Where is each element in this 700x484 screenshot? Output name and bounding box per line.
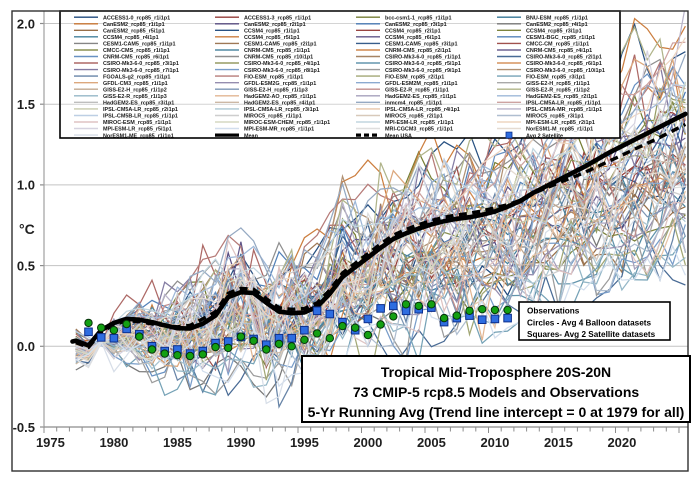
svg-text:2010: 2010 xyxy=(480,435,509,450)
svg-text:IPSL-CM5A-MR_rcp85_r1i1p1: IPSL-CM5A-MR_rcp85_r1i1p1 xyxy=(526,107,602,113)
svg-text:MPI-ESM-LR_rcp85_r2i1p1: MPI-ESM-LR_rcp85_r2i1p1 xyxy=(526,120,595,126)
svg-text:ACCESS1-0_rcp85_r1i1p1: ACCESS1-0_rcp85_r1i1p1 xyxy=(103,15,170,21)
svg-text:1980: 1980 xyxy=(99,435,128,450)
svg-text:CNRM-CM5_rcp85_r2i1p1: CNRM-CM5_rcp85_r2i1p1 xyxy=(385,48,451,54)
svg-text:Tropical Mid-Troposphere 20S-2: Tropical Mid-Troposphere 20S-20N xyxy=(381,364,611,380)
svg-text:FIO-ESM_rcp85_r1i1p1: FIO-ESM_rcp85_r1i1p1 xyxy=(244,74,303,80)
svg-text:HadGEM2-AO_rcp85_r1i1p1: HadGEM2-AO_rcp85_r1i1p1 xyxy=(244,94,316,100)
svg-text:CanESM2_rcp85_r5i1p1: CanESM2_rcp85_r5i1p1 xyxy=(103,29,165,35)
svg-text:CSIRO-Mk3-6-0_rcp85_r1i1p1: CSIRO-Mk3-6-0_rcp85_r1i1p1 xyxy=(385,55,461,61)
svg-text:CSIRO-Mk3-6-0_rcp85_r3i1p1: CSIRO-Mk3-6-0_rcp85_r3i1p1 xyxy=(103,61,179,67)
svg-text:MPI-ESM-LR_rcp85_r5i1p1: MPI-ESM-LR_rcp85_r5i1p1 xyxy=(103,127,172,133)
svg-text:2.0: 2.0 xyxy=(17,16,35,31)
svg-text:HadGEM2-ES_rcp85_r3i1p1: HadGEM2-ES_rcp85_r3i1p1 xyxy=(103,101,174,107)
svg-text:CMCC-CM_rcp85_r1i1p1: CMCC-CM_rcp85_r1i1p1 xyxy=(526,42,589,48)
svg-text:MIROC-ESM_rcp85_r1i1p1: MIROC-ESM_rcp85_r1i1p1 xyxy=(103,120,171,126)
svg-text:CESM1-CAM5_rcp85_r3i1p1: CESM1-CAM5_rcp85_r3i1p1 xyxy=(385,42,458,48)
svg-text:CNRM-CM5_rcp85_r6i1p1: CNRM-CM5_rcp85_r6i1p1 xyxy=(103,55,169,61)
svg-text:2015: 2015 xyxy=(544,435,573,450)
svg-text:CSIRO-Mk3-6-0_rcp85_r10i1p1: CSIRO-Mk3-6-0_rcp85_r10i1p1 xyxy=(526,68,605,74)
svg-text:GFDL-ESM2G_rcp85_r1i1p1: GFDL-ESM2G_rcp85_r1i1p1 xyxy=(244,81,316,87)
svg-text:Squares- Avg 2 Satellite datas: Squares- Avg 2 Satellite datasets xyxy=(527,330,656,339)
svg-text:FIO-ESM_rcp85_r3i1p1: FIO-ESM_rcp85_r3i1p1 xyxy=(526,74,585,80)
svg-text:MIROC5_rcp85_r3i1p1: MIROC5_rcp85_r3i1p1 xyxy=(526,114,584,120)
svg-text:GISS-E2-H_rcp85_r1i1p1: GISS-E2-H_rcp85_r1i1p1 xyxy=(526,81,590,87)
svg-text:CCSM4_rcp85_r1i1p1: CCSM4_rcp85_r1i1p1 xyxy=(244,29,300,35)
svg-text:CCSM4_rcp85_r6i1p1: CCSM4_rcp85_r6i1p1 xyxy=(385,35,441,41)
svg-text:1985: 1985 xyxy=(163,435,192,450)
svg-text:CanESM2_rcp85_r1i1p1: CanESM2_rcp85_r1i1p1 xyxy=(103,22,165,28)
svg-text:2020: 2020 xyxy=(607,435,636,450)
svg-text:Observations: Observations xyxy=(527,307,580,316)
svg-text:0.5: 0.5 xyxy=(17,258,35,273)
svg-text:MPI-ESM-LR_rcp85_r1i1p1: MPI-ESM-LR_rcp85_r1i1p1 xyxy=(385,120,454,126)
svg-text:inmcm4_rcp85_r1i1p1: inmcm4_rcp85_r1i1p1 xyxy=(385,101,442,107)
svg-text:GISS-E2-R_rcp85_r1i1p1: GISS-E2-R_rcp85_r1i1p1 xyxy=(385,88,449,94)
svg-text:CCSM4_rcp85_r2i1p1: CCSM4_rcp85_r2i1p1 xyxy=(385,29,441,35)
svg-text:CCSM4_rcp85_r3i1p1: CCSM4_rcp85_r3i1p1 xyxy=(526,29,582,35)
svg-text:IPSL-CM5B-LR_rcp85_r1i1p1: IPSL-CM5B-LR_rcp85_r1i1p1 xyxy=(103,114,178,120)
svg-text:NorESM1-ME_rcp85_r1i1p1: NorESM1-ME_rcp85_r1i1p1 xyxy=(103,133,174,139)
svg-text:-0.5: -0.5 xyxy=(13,420,35,435)
svg-text:CSIRO-Mk3-6-0_rcp85_r4i1p1: CSIRO-Mk3-6-0_rcp85_r4i1p1 xyxy=(244,61,320,67)
svg-text:1990: 1990 xyxy=(226,435,255,450)
svg-text:1.5: 1.5 xyxy=(17,97,35,112)
svg-text:CanESM2_rcp85_r3i1p1: CanESM2_rcp85_r3i1p1 xyxy=(385,22,447,28)
svg-text:CCSM4_rcp85_r5i1p1: CCSM4_rcp85_r5i1p1 xyxy=(244,35,300,41)
svg-text:Circles - Avg 4 Balloon datase: Circles - Avg 4 Balloon datasets xyxy=(527,319,652,328)
svg-text:1975: 1975 xyxy=(36,435,65,450)
svg-text:2005: 2005 xyxy=(417,435,446,450)
svg-text:FGOALS-g2_rcp85_r1i1p1: FGOALS-g2_rcp85_r1i1p1 xyxy=(103,74,170,80)
svg-text:ACCESS1-3_rcp85_r1i1p1: ACCESS1-3_rcp85_r1i1p1 xyxy=(244,15,311,21)
svg-text:°C: °C xyxy=(19,221,35,237)
svg-text:1995: 1995 xyxy=(290,435,319,450)
svg-text:CESM1-CAM5_rcp85_r1i1p1: CESM1-CAM5_rcp85_r1i1p1 xyxy=(103,42,176,48)
svg-text:CNRM-CM5_rcp85_r1i1p1: CNRM-CM5_rcp85_r1i1p1 xyxy=(244,48,310,54)
svg-text:CESM1-BGC_rcp85_r1i1p1: CESM1-BGC_rcp85_r1i1p1 xyxy=(526,35,595,41)
svg-text:GISS-E2-R_rcp85_r1i1p3: GISS-E2-R_rcp85_r1i1p3 xyxy=(103,94,167,100)
svg-text:CanESM2_rcp85_r2i1p1: CanESM2_rcp85_r2i1p1 xyxy=(244,22,306,28)
svg-text:HadGEM2-ES_rcp85_r2i1p1: HadGEM2-ES_rcp85_r2i1p1 xyxy=(526,94,597,100)
svg-text:HadGEM2-ES_rcp85_r4i1p1: HadGEM2-ES_rcp85_r4i1p1 xyxy=(244,101,315,107)
svg-text:IPSL-CM5A-LR_rcp85_r2i1p1: IPSL-CM5A-LR_rcp85_r2i1p1 xyxy=(103,107,178,113)
svg-text:NorESM1-M_rcp85_r1i1p1: NorESM1-M_rcp85_r1i1p1 xyxy=(526,127,593,133)
svg-text:MIROC-ESM-CHEM_rcp85_r1i1p1: MIROC-ESM-CHEM_rcp85_r1i1p1 xyxy=(244,120,330,126)
svg-text:0.0: 0.0 xyxy=(17,339,35,354)
svg-text:CCSM4_rcp85_r4i1p1: CCSM4_rcp85_r4i1p1 xyxy=(103,35,159,41)
svg-text:Mean: Mean xyxy=(244,133,258,139)
svg-text:CSIRO-Mk3-6-0_rcp85_r9i1p1: CSIRO-Mk3-6-0_rcp85_r9i1p1 xyxy=(385,68,461,74)
svg-text:CSIRO-Mk3-6-0_rcp85_r8i1p1: CSIRO-Mk3-6-0_rcp85_r8i1p1 xyxy=(244,68,320,74)
svg-text:73 CMIP-5 rcp8.5 Models and Ob: 73 CMIP-5 rcp8.5 Models and Observations xyxy=(353,384,640,400)
svg-text:HadGEM2-ES_rcp85_r1i1p1: HadGEM2-ES_rcp85_r1i1p1 xyxy=(385,94,456,100)
svg-text:FIO-ESM_rcp85_r2i1p1: FIO-ESM_rcp85_r2i1p1 xyxy=(385,74,444,80)
svg-text:bcc-csm1-1_rcp85_r1i1p1: bcc-csm1-1_rcp85_r1i1p1 xyxy=(385,15,452,21)
svg-text:MPI-ESM-MR_rcp85_r1i1p1: MPI-ESM-MR_rcp85_r1i1p1 xyxy=(244,127,314,133)
svg-text:GISS-E2-H_rcp85_r1i1p2: GISS-E2-H_rcp85_r1i1p2 xyxy=(103,88,167,94)
svg-text:GISS-E2-R_rcp85_r1i1p2: GISS-E2-R_rcp85_r1i1p2 xyxy=(526,88,590,94)
svg-text:CESM1-CAM5_rcp85_r2i1p1: CESM1-CAM5_rcp85_r2i1p1 xyxy=(244,42,317,48)
svg-text:5-Yr Running Avg (Trend line i: 5-Yr Running Avg (Trend line intercept =… xyxy=(308,404,685,420)
svg-text:CSIRO-Mk3-6-0_rcp85_r5i1p1: CSIRO-Mk3-6-0_rcp85_r5i1p1 xyxy=(385,61,461,67)
svg-text:CanESM2_rcp85_r4i1p1: CanESM2_rcp85_r4i1p1 xyxy=(526,22,588,28)
svg-text:MIROC5_rcp85_r2i1p1: MIROC5_rcp85_r2i1p1 xyxy=(385,114,443,120)
svg-text:CMCC-CMS_rcp85_r1i1p1: CMCC-CMS_rcp85_r1i1p1 xyxy=(103,48,170,54)
svg-text:GISS-E2-H_rcp85_r1i1p3: GISS-E2-H_rcp85_r1i1p3 xyxy=(244,88,308,94)
svg-text:2000: 2000 xyxy=(353,435,382,450)
svg-text:CNRM-CM5_rcp85_r10i1p1: CNRM-CM5_rcp85_r10i1p1 xyxy=(244,55,313,61)
svg-text:IPSL-CM5A-LR_rcp85_r1i1p1: IPSL-CM5A-LR_rcp85_r1i1p1 xyxy=(526,101,601,107)
svg-text:IPSL-CM5A-LR_rcp85_r4i1p1: IPSL-CM5A-LR_rcp85_r4i1p1 xyxy=(385,107,460,113)
svg-text:BNU-ESM_rcp85_r1i1p1: BNU-ESM_rcp85_r1i1p1 xyxy=(526,15,588,21)
svg-text:CSIRO-Mk3-6-0_rcp85_r7i1p1: CSIRO-Mk3-6-0_rcp85_r7i1p1 xyxy=(103,68,179,74)
svg-text:GFDL-CM3_rcp85_r1i1p1: GFDL-CM3_rcp85_r1i1p1 xyxy=(103,81,168,87)
svg-text:GFDL-ESM2M_rcp85_r1i1p1: GFDL-ESM2M_rcp85_r1i1p1 xyxy=(385,81,458,87)
svg-text:Avg 2 Satellite: Avg 2 Satellite xyxy=(526,133,563,139)
svg-text:Mean USA: Mean USA xyxy=(385,133,412,139)
svg-text:CNRM-CM5_rcp85_r4i1p1: CNRM-CM5_rcp85_r4i1p1 xyxy=(526,48,592,54)
svg-text:MRI-CGCM3_rcp85_r1i1p1: MRI-CGCM3_rcp85_r1i1p1 xyxy=(385,127,453,133)
svg-text:CSIRO-Mk3-6-0_rcp85_r6i1p1: CSIRO-Mk3-6-0_rcp85_r6i1p1 xyxy=(526,61,602,67)
svg-text:MIROC5_rcp85_r1i1p1: MIROC5_rcp85_r1i1p1 xyxy=(244,114,302,120)
svg-text:CSIRO-Mk3-6-0_rcp85_r2i1p1: CSIRO-Mk3-6-0_rcp85_r2i1p1 xyxy=(526,55,602,61)
svg-text:IPSL-CM5A-LR_rcp85_r3i1p1: IPSL-CM5A-LR_rcp85_r3i1p1 xyxy=(244,107,319,113)
svg-text:1.0: 1.0 xyxy=(17,178,35,193)
